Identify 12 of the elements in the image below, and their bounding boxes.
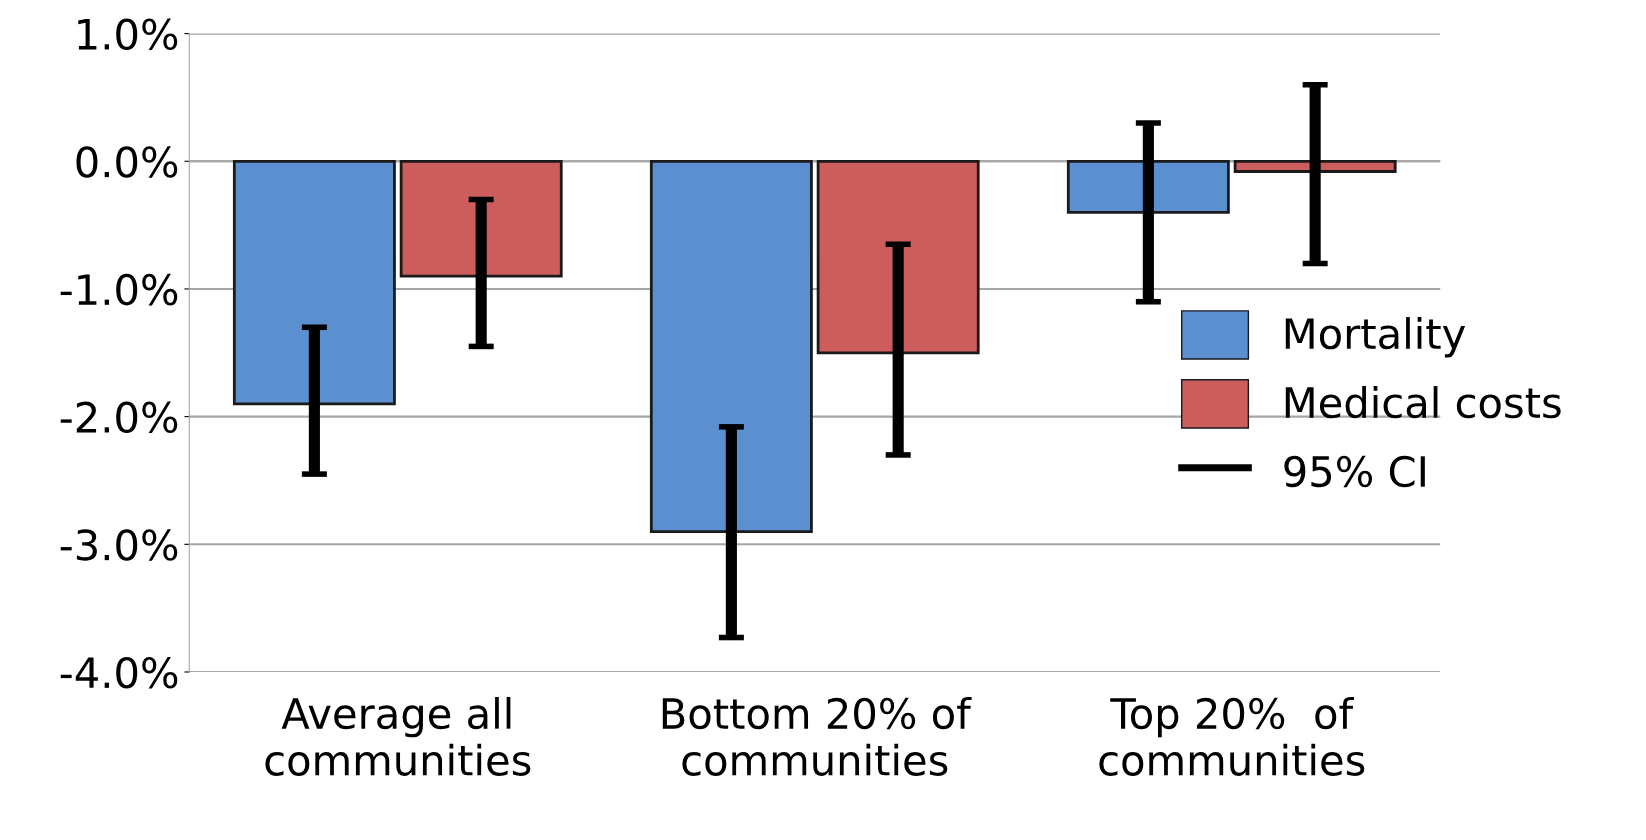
x-tick-label: Top 20% of communities (1099, 697, 1365, 776)
y-tick-label: -4.0% (60, 656, 178, 689)
annotation: 95% CI (1284, 455, 1425, 488)
y-tick-label: 0.0% (76, 146, 178, 178)
legend-label: Medical costs (1285, 386, 1561, 419)
y-tick-label: -2.0% (60, 401, 178, 434)
x-tick-label: Average all communities (265, 697, 531, 776)
y-tick-label: -1.0% (60, 273, 178, 306)
legend-label: Mortality (1285, 317, 1466, 358)
x-tick-label: Bottom 20% of communities (662, 697, 972, 776)
y-tick-label: -3.0% (60, 529, 178, 561)
y-tick-label: 1.0% (78, 18, 178, 51)
